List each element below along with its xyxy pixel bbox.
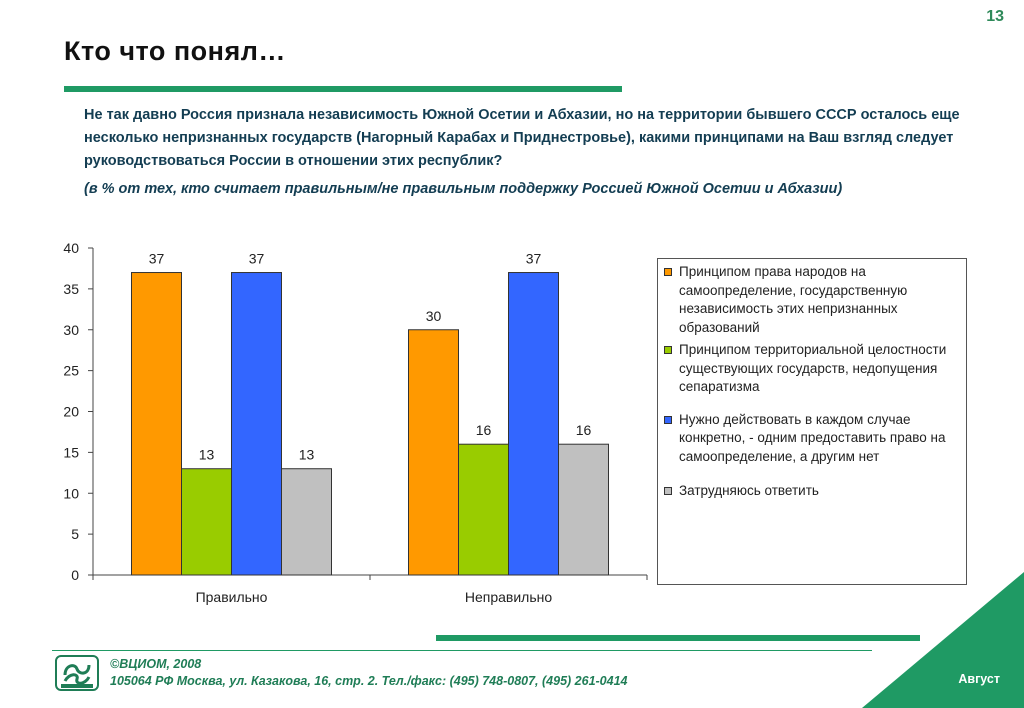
bar xyxy=(408,329,459,576)
y-tick-label: 15 xyxy=(63,444,79,460)
data-label: 16 xyxy=(576,422,592,438)
legend-swatch-green xyxy=(664,346,672,354)
bar xyxy=(231,272,282,576)
legend-item: Принципом права народов на самоопределен… xyxy=(664,263,960,337)
legend-item: Затрудняюсь ответить xyxy=(664,482,960,501)
title-underline xyxy=(64,86,622,92)
y-tick-label: 25 xyxy=(63,363,79,379)
bar xyxy=(131,272,182,576)
bar xyxy=(508,272,559,576)
data-label: 37 xyxy=(249,251,265,267)
category-label: Неправильно xyxy=(465,589,553,605)
y-tick-label: 20 xyxy=(63,404,79,420)
data-label: 13 xyxy=(199,447,215,463)
question-note: (в % от тех, кто считает правильным/не п… xyxy=(84,181,843,197)
data-label: 30 xyxy=(426,308,442,324)
y-tick-label: 0 xyxy=(71,567,79,583)
footer-divider xyxy=(52,650,872,651)
legend-item: Принципом территориальной целостности су… xyxy=(664,341,960,397)
footer-month: Август xyxy=(958,672,1000,686)
corner-triangle xyxy=(862,572,1024,708)
legend-label: Принципом территориальной целостности су… xyxy=(679,342,947,394)
slide-title: Кто что понял… xyxy=(64,36,286,66)
legend-label: Принципом права народов на самоопределен… xyxy=(679,264,908,335)
data-label: 16 xyxy=(476,422,492,438)
legend-item: Нужно действовать в каждом случае конкре… xyxy=(664,411,960,467)
y-tick-label: 30 xyxy=(63,322,79,338)
footer-copyright: ©ВЦИОМ, 2008 xyxy=(110,657,202,671)
survey-question: Не так давно Россия признала независимос… xyxy=(84,107,960,169)
footer-address: 105064 РФ Москва, ул. Казакова, 16, стр.… xyxy=(110,674,628,688)
bar-chart: 0 5 10 15 20 25 30 35 40 37 13 37 13 Правильно 30 16 37 1… xyxy=(63,240,648,605)
data-label: 37 xyxy=(526,251,542,267)
data-label: 37 xyxy=(149,251,165,267)
bar xyxy=(281,468,332,576)
bar xyxy=(558,443,609,576)
data-label: 13 xyxy=(299,447,315,463)
bar xyxy=(458,443,509,576)
y-tick-label: 10 xyxy=(63,485,79,501)
y-tick-label: 35 xyxy=(63,281,79,297)
bar xyxy=(181,468,232,576)
legend-swatch-blue xyxy=(664,415,672,424)
page-number: 13 xyxy=(986,8,1004,25)
legend-label: Нужно действовать в каждом случае конкре… xyxy=(679,411,946,464)
legend-label: Затрудняюсь ответить xyxy=(679,483,819,498)
legend-swatch-orange xyxy=(664,268,672,276)
y-tick-label: 40 xyxy=(63,240,79,256)
chart-legend: Принципом права народов на самоопределен… xyxy=(657,258,967,585)
legend-swatch-gray xyxy=(664,487,672,495)
category-label: Правильно xyxy=(196,589,268,605)
vciom-logo-icon xyxy=(55,655,99,691)
footer-accent-bar xyxy=(436,635,920,641)
y-tick-label: 5 xyxy=(71,526,79,542)
